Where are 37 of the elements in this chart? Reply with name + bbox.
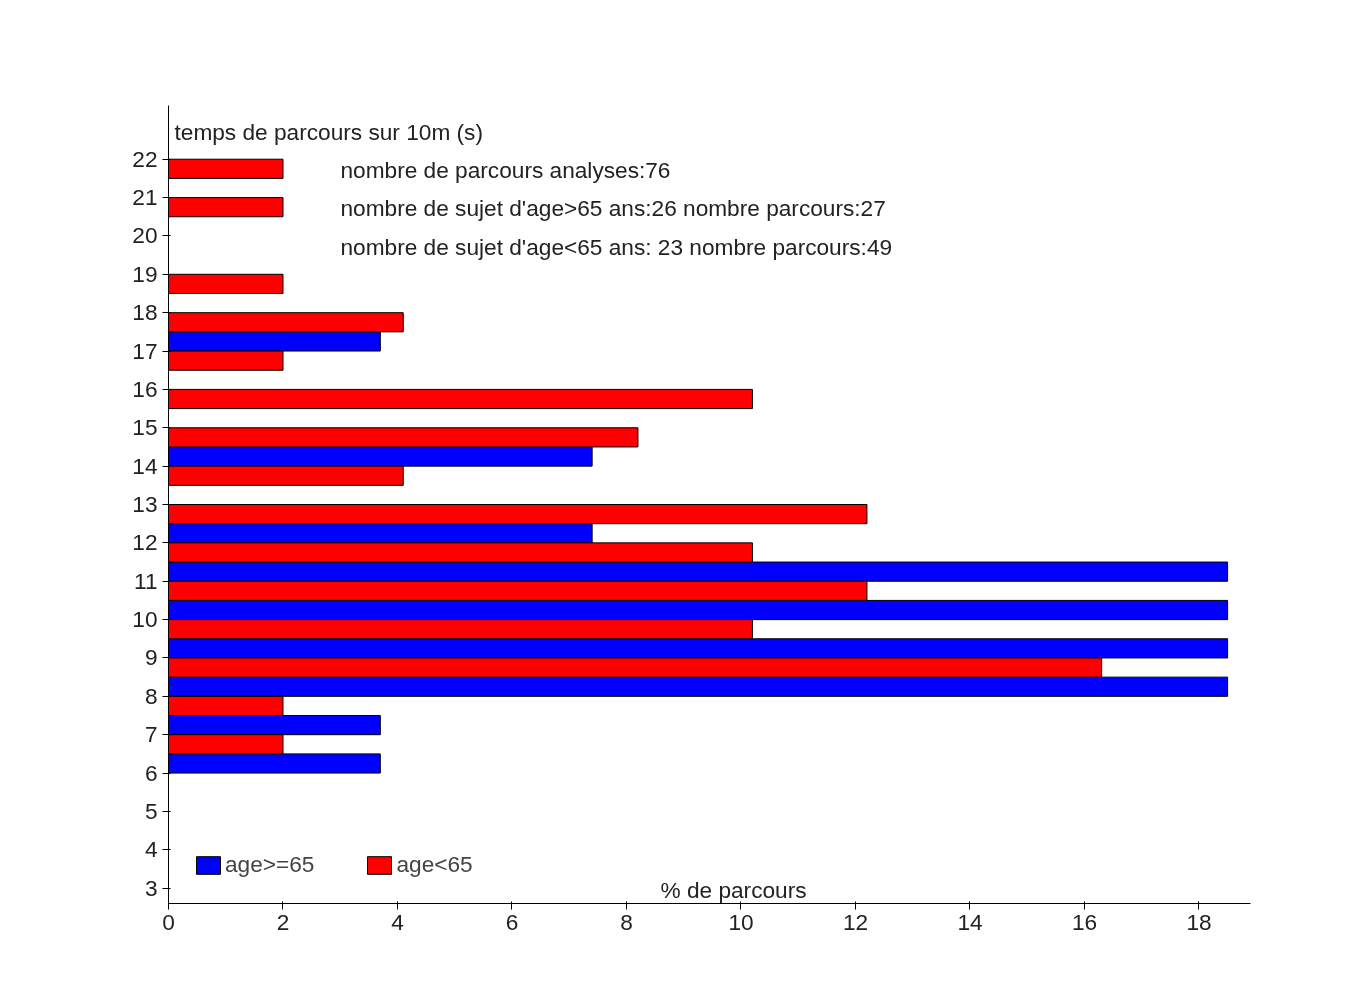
y-tick-label: 19: [132, 260, 158, 287]
x-tick-label: 4: [391, 908, 404, 935]
x-tick-label: 16: [1071, 908, 1098, 935]
y-tick-label: 12: [132, 529, 158, 556]
x-tick-label: 6: [505, 908, 519, 935]
y-tick-label: 3: [144, 874, 158, 901]
legend-label: age>=65: [225, 851, 315, 878]
y-tick-label: 22: [132, 145, 158, 172]
x-tick-label: 0: [162, 908, 175, 935]
y-tick-label: 10: [132, 606, 158, 633]
y-tick-label: 5: [144, 797, 158, 824]
y-tick-label: 20: [132, 222, 158, 249]
y-tick-label: 4: [144, 836, 158, 863]
y-tick-label: 9: [144, 644, 158, 671]
y-tick-label: 15: [132, 414, 158, 441]
y-tick-label: 6: [144, 759, 158, 786]
annotation: nombre de sujet d'age<65 ans: 23 nombre parcours:49: [340, 233, 893, 260]
y-tick-label: 18: [132, 299, 158, 326]
annotation: nombre de parcours analyses:76: [340, 156, 671, 183]
x-tick-label: 2: [276, 908, 290, 935]
y-tick-label: 13: [132, 491, 158, 517]
x-tick-label: 18: [1186, 908, 1212, 935]
y-tick-label: 8: [144, 682, 158, 709]
x-tick-label: 8: [620, 908, 633, 935]
y-axis-title: temps de parcours sur 10m (s): [174, 118, 483, 145]
y-tick-label: 7: [144, 721, 158, 748]
annotation: nombre de sujet d'age>65 ans:26 nombre parcours:27: [340, 195, 886, 221]
y-tick-label: 21: [132, 184, 158, 211]
y-tick-label: 11: [133, 567, 158, 594]
y-tick-label: 14: [132, 452, 158, 479]
x-tick-label: 12: [842, 908, 869, 935]
y-tick-label: 16: [132, 375, 158, 402]
x-tick-label: 10: [728, 908, 754, 935]
x-tick-label: 14: [957, 908, 983, 935]
y-tick-label: 17: [132, 337, 158, 364]
x-axis-title: % de parcours: [660, 876, 807, 903]
legend-label: age<65: [396, 851, 473, 878]
